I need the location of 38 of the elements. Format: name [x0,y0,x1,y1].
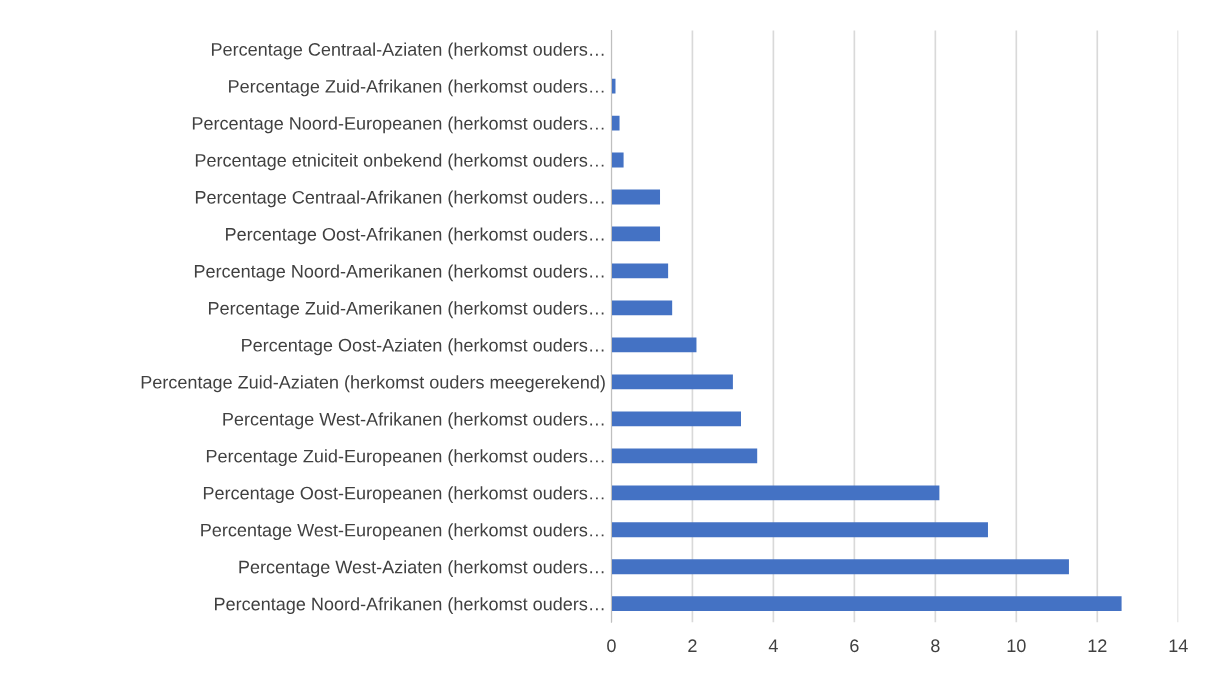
bar [611,300,673,316]
y-tick-label: Percentage Centraal-Afrikanen (herkomst ouders… [195,190,604,208]
bar [611,596,1122,612]
y-tick-label: Percentage Centraal-Aziaten (herkomst ouders… [211,42,604,60]
bar [611,337,697,353]
bar [611,448,758,464]
bar [611,152,624,168]
y-tick-label: Percentage Zuid-Amerikanen (herkomst ouders… [208,301,604,319]
y-tick-label: Percentage West-Europeanen (herkomst ouders… [201,523,604,541]
y-tick-label: Percentage Oost-Afrikanen (herkomst ouders… [226,227,604,245]
bar [611,485,940,501]
y-tick-label: Percentage Oost-Aziaten (herkomst ouders… [242,338,604,356]
x-tick-label: 0 [607,639,616,653]
bar [611,189,661,205]
x-tick-label: 4 [768,639,778,652]
x-tick-label: 12 [1088,639,1107,652]
bar [611,374,733,390]
x-tick-label: 10 [1007,639,1026,653]
bar [611,522,988,538]
x-tick-label: 6 [850,639,859,653]
bar [611,226,661,242]
y-tick-label: Percentage Zuid-Afrikanen (herkomst ouders… [229,79,604,97]
bar [611,411,741,427]
x-tick-label: 2 [688,639,697,652]
x-tick-label: 8 [931,639,940,653]
y-tick-label: Percentage Noord-Amerikanen (herkomst ouders… [194,264,604,282]
y-tick-label: Percentage West-Afrikanen (herkomst ouders… [223,412,604,430]
y-tick-label: Percentage Noord-Europeanen (herkomst ouders… [192,116,604,134]
bar [611,559,1069,575]
y-tick-label: Percentage West-Aziaten (herkomst ouders… [239,560,604,578]
bar [611,263,669,279]
bar [611,115,620,131]
y-tick-label: Percentage Oost-Europeanen (herkomst ouders… [203,486,604,504]
y-tick-label: Percentage etniciteit onbekend (herkomst ouders… [195,153,604,171]
x-tick-label: 14 [1169,639,1188,652]
y-tick-label: Percentage Noord-Afrikanen (herkomst ouders… [215,597,604,614]
y-tick-label: Percentage Zuid-Aziaten (herkomst ouders meegerekend) [141,375,605,393]
y-tick-label: Percentage Zuid-Europeanen (herkomst ouders… [206,449,604,467]
